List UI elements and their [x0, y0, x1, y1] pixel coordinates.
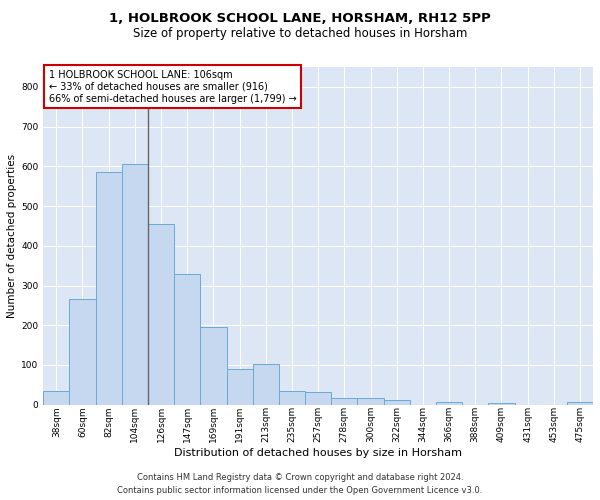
Bar — [279, 391, 305, 404]
Bar — [43, 391, 70, 404]
Text: 1 HOLBROOK SCHOOL LANE: 106sqm
← 33% of detached houses are smaller (916)
66% of: 1 HOLBROOK SCHOOL LANE: 106sqm ← 33% of … — [49, 70, 296, 104]
Bar — [95, 172, 122, 404]
Bar — [148, 224, 174, 404]
Bar — [227, 369, 253, 404]
Bar — [488, 402, 515, 404]
X-axis label: Distribution of detached houses by size in Horsham: Distribution of detached houses by size … — [174, 448, 462, 458]
Bar — [358, 398, 383, 404]
Bar — [122, 164, 148, 404]
Bar — [200, 327, 227, 404]
Text: 1, HOLBROOK SCHOOL LANE, HORSHAM, RH12 5PP: 1, HOLBROOK SCHOOL LANE, HORSHAM, RH12 5… — [109, 12, 491, 26]
Y-axis label: Number of detached properties: Number of detached properties — [7, 154, 17, 318]
Bar — [253, 364, 279, 405]
Bar — [305, 392, 331, 404]
Bar — [567, 402, 593, 404]
Bar — [70, 300, 95, 405]
Text: Contains HM Land Registry data © Crown copyright and database right 2024.
Contai: Contains HM Land Registry data © Crown c… — [118, 474, 482, 495]
Bar — [436, 402, 462, 404]
Bar — [331, 398, 358, 404]
Text: Size of property relative to detached houses in Horsham: Size of property relative to detached ho… — [133, 28, 467, 40]
Bar — [174, 274, 200, 404]
Bar — [383, 400, 410, 404]
